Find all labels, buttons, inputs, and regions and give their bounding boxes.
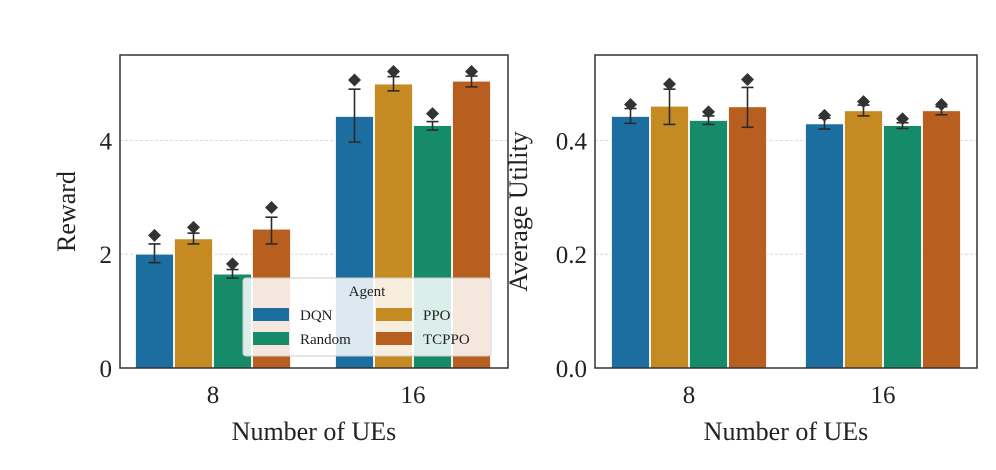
- legend-label-random: Random: [300, 332, 351, 348]
- utility-xtick-label: 16: [871, 382, 896, 409]
- utility-max-marker: [663, 77, 676, 91]
- legend-swatch-dqn: [253, 308, 289, 321]
- reward-max-marker: [265, 201, 278, 215]
- reward-xtick-label: 16: [401, 382, 426, 409]
- utility-bar-dqn-8: [611, 116, 650, 369]
- reward-xaxis-label: Number of UEs: [232, 417, 397, 446]
- legend-swatch-tcppo: [376, 332, 412, 345]
- utility-ytick-label: 0.4: [556, 128, 588, 155]
- reward-max-marker: [426, 107, 439, 121]
- utility-axes-frame: [594, 54, 978, 369]
- reward-max-marker: [348, 73, 361, 87]
- utility-bar-tcppo-16: [922, 110, 961, 369]
- utility-max-marker: [741, 72, 754, 86]
- reward-max-marker: [187, 220, 200, 234]
- utility-bar-random-16: [883, 125, 922, 369]
- utility-max-marker: [935, 98, 948, 112]
- utility-bar-random-8: [689, 120, 728, 369]
- utility-max-marker: [857, 95, 870, 109]
- utility-max-marker: [818, 108, 831, 122]
- legend-title: Agent: [349, 284, 386, 300]
- reward-ytick-label: 4: [100, 128, 113, 155]
- legend-label-ppo: PPO: [423, 308, 451, 324]
- utility-ytick-label: 0.2: [556, 242, 587, 269]
- reward-max-marker: [387, 65, 400, 79]
- reward-max-marker: [148, 228, 161, 242]
- reward-max-marker: [465, 65, 478, 79]
- legend-box: [242, 277, 492, 357]
- utility-bar-dqn-16: [805, 123, 844, 369]
- utility-max-marker: [896, 112, 909, 126]
- legend-swatch-ppo: [376, 308, 412, 321]
- utility-bar-ppo-8: [650, 105, 689, 369]
- utility-bar-tcppo-8: [728, 106, 767, 369]
- legend: Agent DQN PPO Random TCPPO: [242, 277, 492, 357]
- reward-max-marker: [226, 257, 239, 271]
- utility-max-marker: [624, 98, 637, 112]
- reward-ytick-label: 0: [100, 356, 113, 383]
- reward-ytick-label: 2: [100, 242, 113, 269]
- utility-ytick-label: 0.0: [556, 356, 587, 383]
- reward-xtick-label: 8: [207, 382, 220, 409]
- legend-swatch-random: [253, 332, 289, 345]
- reward-bar-ppo-8: [174, 238, 213, 369]
- legend-label-dqn: DQN: [300, 308, 333, 324]
- utility-max-marker: [702, 105, 715, 119]
- utility-yaxis-label: Average Utility: [504, 131, 533, 292]
- reward-axes-frame: [119, 54, 509, 369]
- utility-xtick-label: 8: [683, 382, 696, 409]
- legend-label-tcppo: TCPPO: [423, 332, 470, 348]
- utility-bar-ppo-16: [844, 110, 883, 369]
- utility-xaxis-label: Number of UEs: [704, 417, 869, 446]
- reward-yaxis-label: Reward: [52, 171, 81, 252]
- reward-bar-dqn-8: [135, 253, 174, 369]
